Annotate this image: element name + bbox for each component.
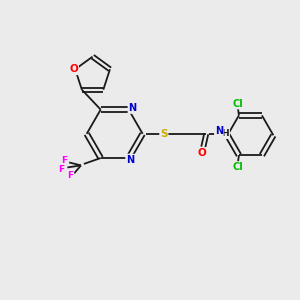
- Text: F: F: [61, 156, 68, 165]
- Text: Cl: Cl: [232, 162, 243, 172]
- Text: Cl: Cl: [232, 99, 243, 109]
- Text: F: F: [58, 165, 64, 174]
- Text: F: F: [67, 171, 74, 180]
- Text: O: O: [197, 148, 206, 158]
- Text: N: N: [128, 103, 136, 113]
- Text: N: N: [215, 126, 223, 136]
- Text: N: N: [126, 154, 134, 164]
- Text: O: O: [69, 64, 78, 74]
- Text: S: S: [160, 129, 168, 139]
- Text: H: H: [222, 129, 229, 138]
